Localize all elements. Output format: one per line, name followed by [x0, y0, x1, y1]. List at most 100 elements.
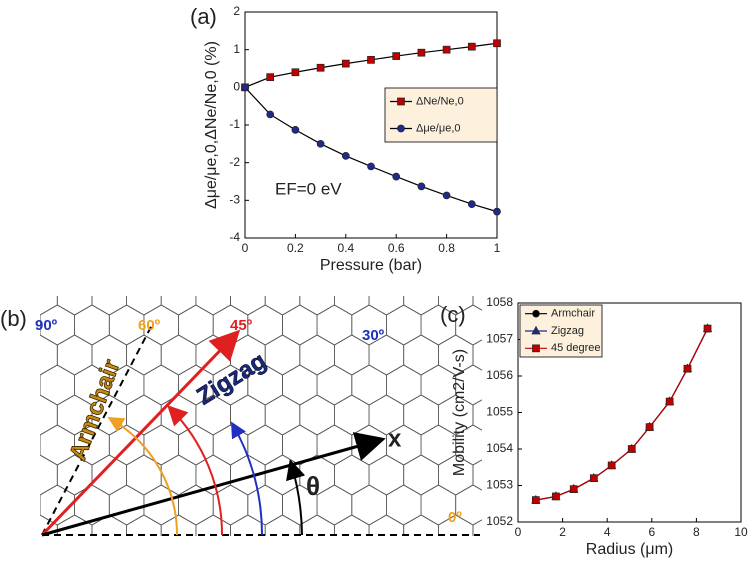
- x-tick-label: 8: [693, 525, 700, 539]
- marker: [493, 207, 501, 216]
- marker: [392, 172, 401, 181]
- marker: [665, 397, 674, 406]
- x-tick-label: 0: [242, 241, 249, 255]
- hexagon: [264, 296, 301, 316]
- marker: [645, 423, 654, 431]
- hexagon: [385, 484, 422, 526]
- marker: [532, 309, 540, 318]
- hexagon: [456, 245, 491, 285]
- hexagon: [40, 245, 75, 285]
- hexagon: [264, 394, 301, 436]
- arc-45: [167, 405, 224, 536]
- x-tick-label: 0.4: [337, 241, 354, 255]
- hexagon: [109, 545, 144, 562]
- hexagon: [91, 454, 127, 496]
- hexagon: [316, 304, 353, 346]
- arc-zigzag: [231, 421, 264, 536]
- hexagon: [126, 296, 162, 316]
- y-tick-label: -1: [229, 117, 240, 131]
- hexagon: [40, 334, 58, 376]
- panel-label: (c): [440, 302, 466, 327]
- hexagon: [179, 545, 214, 562]
- y-tick-label: 1056: [486, 368, 513, 382]
- hexagon: [403, 394, 439, 436]
- hexagon: [368, 296, 405, 316]
- x-tick-label: 10: [734, 525, 748, 539]
- hexagon: [0, 395, 23, 435]
- y-tick-label: 1055: [486, 405, 513, 419]
- hexagon: [299, 514, 335, 536]
- marker: [417, 48, 426, 57]
- lattice: [0, 245, 491, 562]
- arc-armchair: [107, 416, 178, 536]
- hexagon: [299, 296, 335, 316]
- hexagon: [264, 334, 301, 376]
- hexagon: [40, 296, 58, 316]
- arc-theta: [286, 459, 306, 536]
- hexagon: [421, 545, 456, 562]
- hexagon: [316, 364, 353, 406]
- hexagon: [40, 514, 58, 536]
- marker: [532, 344, 540, 353]
- direction-label: Armchair: [64, 356, 125, 464]
- hexagon: [230, 296, 266, 316]
- hexagon: [0, 335, 23, 375]
- hexagon: [333, 394, 370, 436]
- y-tick-label: 1: [233, 42, 240, 56]
- marker: [627, 445, 636, 453]
- angle-label: 60º: [138, 317, 161, 334]
- marker: [392, 52, 401, 60]
- x-tick-label: 1: [494, 241, 501, 255]
- marker: [467, 42, 476, 51]
- hexagon: [403, 334, 439, 376]
- marker: [703, 324, 712, 333]
- hexagon: [144, 245, 179, 285]
- y-tick-label: 1052: [486, 514, 513, 528]
- axis-label: x: [388, 425, 402, 452]
- marker: [266, 110, 275, 119]
- marker: [397, 124, 405, 133]
- marker: [683, 364, 692, 373]
- marker: [241, 83, 249, 92]
- legend-label: Zigzag: [551, 325, 584, 337]
- annotation: EF=0 eV: [275, 179, 342, 198]
- marker: [367, 162, 375, 171]
- marker: [442, 45, 451, 54]
- marker: [291, 126, 300, 134]
- x-tick-label: 6: [648, 525, 655, 539]
- hexagon: [40, 364, 75, 406]
- hexagon: [40, 494, 41, 516]
- marker: [493, 39, 501, 48]
- marker: [442, 191, 451, 200]
- x-tick-label: 2: [559, 525, 566, 539]
- y-tick-label: 1057: [486, 332, 513, 346]
- panel-label: (a): [190, 4, 217, 29]
- hexagon: [368, 454, 405, 496]
- hexagon: [178, 304, 214, 346]
- hexagon: [403, 296, 439, 316]
- arrow-x: [41, 432, 386, 537]
- angle-label: 90º: [35, 317, 58, 334]
- hexagon: [160, 454, 197, 496]
- y-tick-label: 1053: [486, 478, 513, 492]
- hexagon: [368, 514, 405, 536]
- marker: [291, 68, 300, 77]
- angle-label: 45º: [230, 317, 253, 334]
- marker: [341, 59, 350, 68]
- hexagon: [178, 424, 214, 466]
- panel-label: (b): [0, 306, 27, 331]
- hexagon: [282, 304, 318, 346]
- hexagon: [108, 484, 145, 526]
- hexagon: [160, 296, 197, 316]
- hexagon: [333, 296, 370, 316]
- hexagon: [179, 245, 214, 285]
- hexagon: [0, 455, 23, 495]
- hexagon: [437, 296, 474, 316]
- hexagon: [56, 334, 93, 376]
- hexagon: [316, 424, 353, 466]
- x-tick-label: 0.2: [287, 241, 304, 255]
- y-axis-label: Mobility (cm2/V-s): [451, 349, 468, 476]
- series-line: [535, 328, 709, 501]
- marker: [341, 152, 350, 160]
